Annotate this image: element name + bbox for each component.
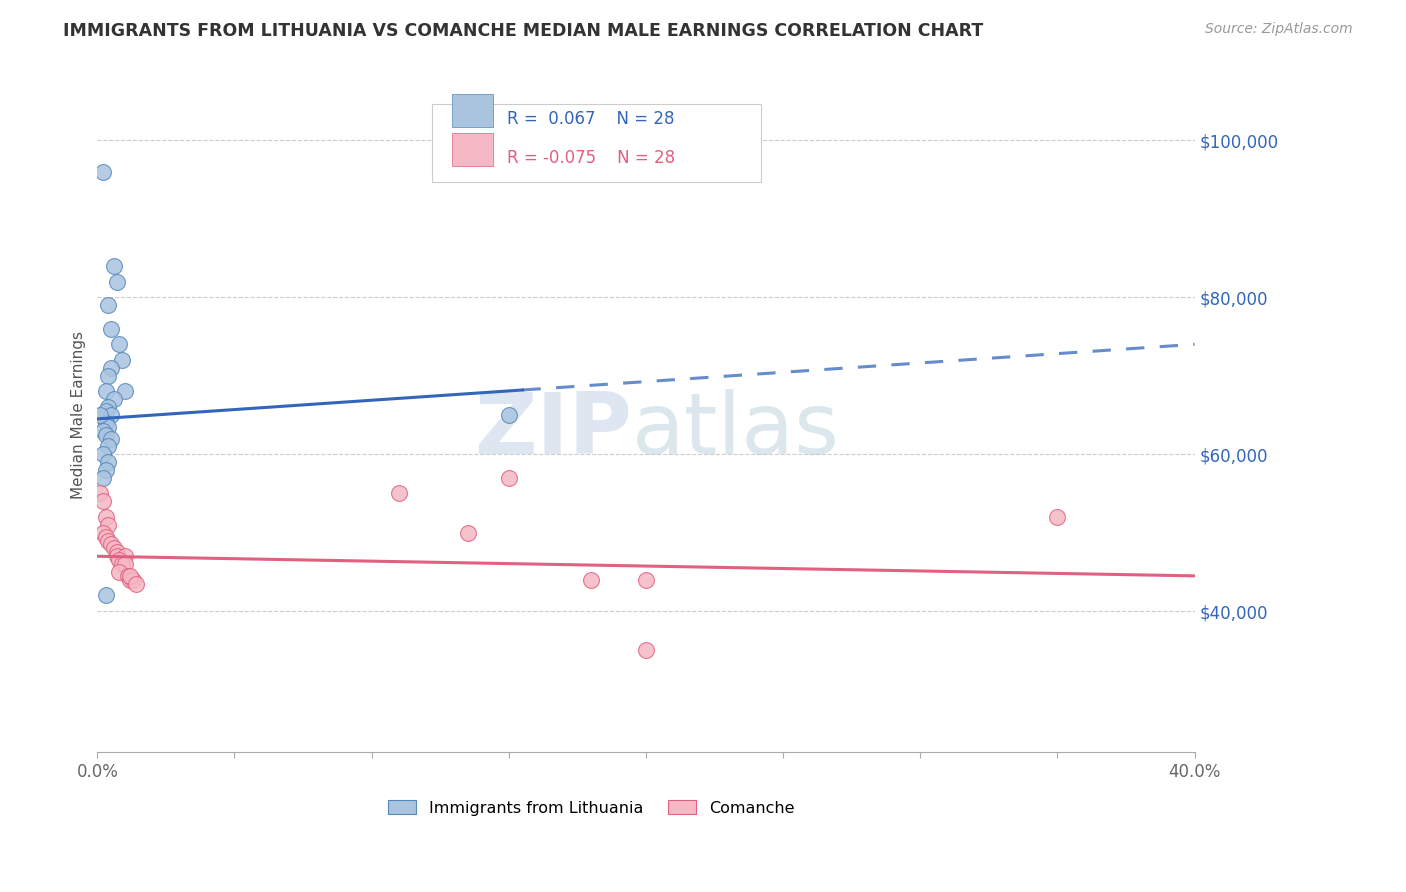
Point <box>105 275 128 289</box>
Point <box>114 549 136 564</box>
Point <box>97 439 120 453</box>
Point <box>97 298 120 312</box>
Point <box>94 530 117 544</box>
Point <box>125 576 148 591</box>
Point <box>97 400 120 414</box>
Point <box>97 517 120 532</box>
Point <box>114 557 136 571</box>
Point <box>103 541 125 556</box>
Point <box>120 573 142 587</box>
Point <box>91 447 114 461</box>
Point <box>498 408 520 422</box>
Point <box>100 432 122 446</box>
Legend: Immigrants from Lithuania, Comanche: Immigrants from Lithuania, Comanche <box>381 794 801 822</box>
Point <box>579 573 602 587</box>
Point <box>100 408 122 422</box>
Point <box>103 259 125 273</box>
Point <box>457 525 479 540</box>
Point <box>108 553 131 567</box>
Text: R = -0.075    N = 28: R = -0.075 N = 28 <box>506 149 675 167</box>
Y-axis label: Median Male Earnings: Median Male Earnings <box>72 331 86 499</box>
Point <box>91 471 114 485</box>
Point <box>122 573 145 587</box>
Point <box>1046 510 1069 524</box>
Point <box>91 164 114 178</box>
Point <box>388 486 411 500</box>
Point <box>117 569 139 583</box>
Bar <box>451 134 494 166</box>
Point <box>97 533 120 548</box>
Point <box>97 368 120 383</box>
Point <box>94 510 117 524</box>
Point <box>97 455 120 469</box>
Point <box>91 494 114 508</box>
Bar <box>451 95 494 127</box>
Text: Source: ZipAtlas.com: Source: ZipAtlas.com <box>1205 22 1353 37</box>
Point <box>89 486 111 500</box>
Point <box>103 392 125 407</box>
Point <box>94 463 117 477</box>
Point <box>94 589 117 603</box>
Point <box>111 353 134 368</box>
Point <box>111 557 134 571</box>
Point <box>94 404 117 418</box>
Point <box>100 537 122 551</box>
Point <box>100 321 122 335</box>
Point <box>105 545 128 559</box>
Point <box>91 525 114 540</box>
Text: atlas: atlas <box>633 389 841 472</box>
Point <box>94 384 117 399</box>
Point <box>100 360 122 375</box>
Point <box>89 408 111 422</box>
Text: IMMIGRANTS FROM LITHUANIA VS COMANCHE MEDIAN MALE EARNINGS CORRELATION CHART: IMMIGRANTS FROM LITHUANIA VS COMANCHE ME… <box>63 22 984 40</box>
Text: ZIP: ZIP <box>474 389 633 472</box>
Text: R =  0.067    N = 28: R = 0.067 N = 28 <box>506 110 673 128</box>
Point <box>634 643 657 657</box>
Point <box>97 419 120 434</box>
Point <box>108 565 131 579</box>
FancyBboxPatch shape <box>432 104 761 182</box>
Point <box>634 573 657 587</box>
Point <box>498 471 520 485</box>
Point <box>108 337 131 351</box>
Point <box>91 424 114 438</box>
Point <box>94 427 117 442</box>
Point <box>94 416 117 430</box>
Point <box>114 384 136 399</box>
Point <box>120 569 142 583</box>
Point <box>105 549 128 564</box>
